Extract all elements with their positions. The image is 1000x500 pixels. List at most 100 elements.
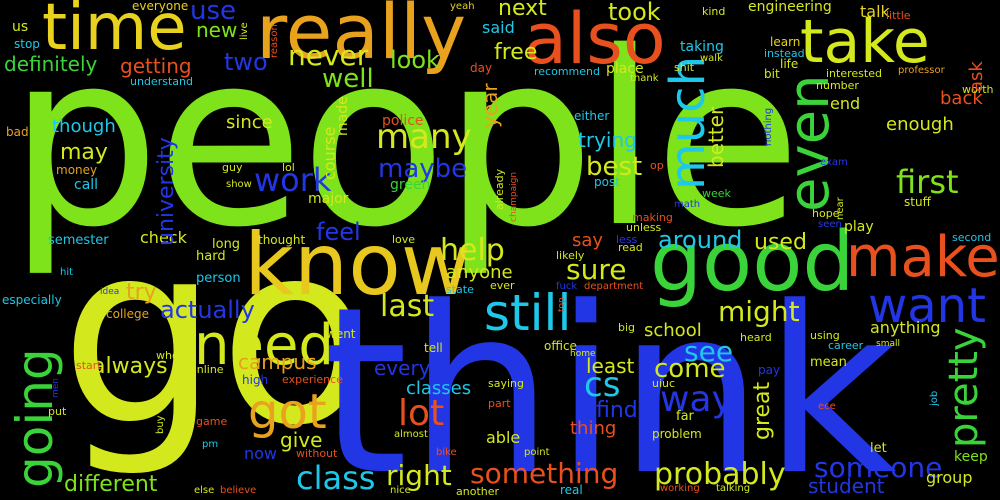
- word-said: said: [482, 18, 515, 37]
- word-back: back: [940, 88, 983, 109]
- word-different: different: [64, 472, 158, 497]
- word-fuck: fuck: [556, 281, 578, 292]
- word-experience: experience: [282, 373, 343, 386]
- word-home: home: [570, 349, 596, 359]
- word-actually: actually: [160, 296, 255, 324]
- word-big: big: [618, 321, 636, 334]
- word-people: people: [8, 0, 802, 280]
- word-class: class: [296, 459, 376, 497]
- word-state: state: [446, 283, 474, 296]
- word-whole: whole: [156, 349, 189, 362]
- word-shit: shit: [674, 61, 695, 74]
- word-better: better: [704, 106, 728, 168]
- word-far: far: [676, 409, 694, 424]
- word-know: know: [244, 215, 472, 315]
- word-now: now: [244, 444, 278, 463]
- word-next: next: [498, 0, 547, 21]
- word-campus: campus: [238, 350, 317, 374]
- word-start: start: [76, 359, 102, 372]
- word-using: using: [810, 329, 840, 342]
- word-hit: hit: [60, 267, 74, 278]
- word-place: place: [606, 61, 644, 77]
- word-major: major: [308, 191, 349, 207]
- word-see: see: [684, 335, 734, 368]
- word-live: live: [239, 22, 250, 40]
- word-police: police: [382, 113, 424, 129]
- word-many: many: [376, 117, 472, 157]
- word-semester: semester: [48, 233, 109, 248]
- word-uiuc: uiuc: [652, 377, 676, 390]
- word-put: put: [48, 405, 67, 418]
- word-use: use: [190, 0, 237, 26]
- word-right: right: [386, 459, 452, 492]
- word-free: free: [494, 40, 538, 65]
- word-less: less: [616, 233, 638, 246]
- word-way: way: [660, 379, 733, 420]
- word-used: used: [754, 230, 807, 255]
- word-got: got: [248, 384, 327, 440]
- word-department: department: [584, 281, 644, 292]
- word-ask: ask: [966, 61, 987, 92]
- word-problem: problem: [652, 427, 702, 441]
- word-hope: hope: [812, 207, 840, 220]
- word-pm: pm: [202, 439, 219, 450]
- word-look: look: [390, 46, 440, 74]
- word-though: though: [52, 116, 116, 137]
- word-last: last: [380, 289, 435, 324]
- word-took: took: [608, 0, 661, 26]
- word-walk: walk: [700, 53, 723, 64]
- word-first: first: [896, 163, 959, 201]
- word-talk: talk: [860, 2, 890, 21]
- word-say: say: [572, 230, 604, 251]
- word-yeah: yeah: [450, 1, 475, 12]
- word-seen: seen: [818, 219, 842, 230]
- word-made: made: [335, 96, 351, 136]
- word-every: every: [374, 356, 431, 380]
- word-bit: bit: [764, 67, 780, 81]
- word-read: read: [618, 241, 643, 254]
- word-want: want: [868, 278, 986, 334]
- word-another: another: [456, 485, 500, 498]
- word-love: love: [392, 233, 416, 246]
- word-might: might: [718, 295, 800, 328]
- word-school: school: [644, 320, 702, 341]
- word-especially: especially: [2, 293, 62, 307]
- word-feel: feel: [316, 218, 361, 246]
- word-also: also: [524, 0, 666, 80]
- word-pay: pay: [758, 363, 781, 377]
- word-keep: keep: [954, 449, 988, 465]
- word-lol: lol: [282, 161, 295, 174]
- word-second: second: [952, 231, 992, 244]
- word-stop: stop: [14, 37, 40, 51]
- word-go: go: [60, 189, 372, 480]
- word-give: give: [280, 428, 323, 452]
- word-take: take: [800, 7, 930, 77]
- word-mean: mean: [810, 355, 847, 370]
- word-probably: probably: [654, 457, 786, 492]
- word-student: student: [808, 474, 885, 498]
- word-math: math: [674, 199, 701, 210]
- word-number: number: [816, 79, 859, 92]
- word-long: long: [212, 237, 241, 252]
- word-ece: ece: [818, 401, 836, 412]
- word-day: day: [470, 61, 493, 75]
- word-working: working: [660, 483, 700, 494]
- word-something: something: [470, 457, 619, 490]
- word-idea: idea: [100, 287, 120, 297]
- word-classes: classes: [406, 378, 472, 399]
- word-play: play: [844, 219, 874, 235]
- word-college: college: [106, 307, 149, 321]
- word-year: year: [478, 83, 502, 128]
- word-believe: believe: [220, 485, 257, 496]
- word-stuff: stuff: [904, 195, 931, 209]
- word-tell: tell: [424, 341, 443, 355]
- word-post: post: [594, 175, 620, 189]
- word-still: still: [484, 284, 572, 342]
- word-making: making: [632, 211, 673, 224]
- word-really: really: [256, 0, 467, 76]
- word-life: life: [780, 57, 799, 71]
- word-buy: buy: [155, 415, 166, 434]
- word-two: two: [224, 48, 268, 76]
- word-since: since: [226, 112, 273, 133]
